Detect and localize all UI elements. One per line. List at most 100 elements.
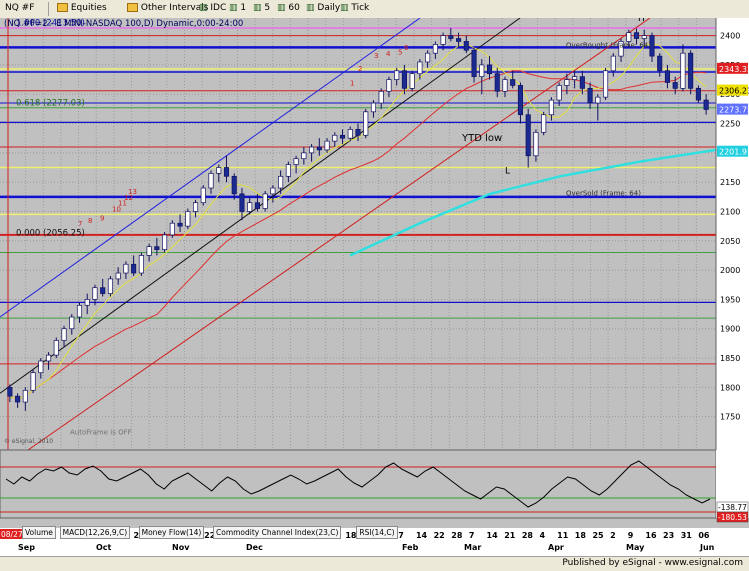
y-tick-label: 1800 — [720, 383, 740, 392]
lower-channel-line — [0, 18, 651, 470]
candle-body — [649, 35, 655, 57]
long-moving-average-line — [349, 148, 717, 257]
x-tick-label: 2 — [610, 531, 616, 540]
x-tick-label: 14 — [416, 531, 428, 540]
candle-body — [510, 79, 516, 86]
chart-title: (NQ #F=2 - E MINI-NASDAQ 100,D) Dynamic,… — [4, 19, 243, 29]
chart-annotation: H — [638, 18, 645, 24]
rsi-tag-value: -180.53 — [718, 513, 747, 522]
candle-body — [254, 202, 260, 209]
y-tick-label: 2100 — [720, 207, 740, 216]
candle-body — [463, 41, 469, 51]
chart-annotation: © eSignal, 2010 — [4, 438, 53, 445]
candle-body — [525, 114, 531, 157]
candle-series — [7, 27, 709, 411]
indicator-tab[interactable]: Volume — [22, 526, 56, 539]
candle-body — [76, 304, 83, 318]
candle-body — [84, 299, 90, 306]
x-tick-label: 21 — [504, 531, 516, 540]
demark-count-label: 2 — [358, 65, 362, 73]
equities-label: Equities — [70, 3, 107, 13]
chart-annotation: OverSold (Frame: 64) — [566, 190, 641, 198]
candle-body — [386, 79, 392, 92]
chart-annotation: OverBought (Frame: 64) — [566, 41, 651, 49]
candle-body — [440, 35, 446, 45]
candle-body — [517, 85, 524, 116]
candle-body — [169, 222, 175, 236]
price-tag-box — [717, 103, 748, 115]
candle-body — [641, 35, 647, 39]
candle-body — [471, 49, 477, 77]
chart-labels: 1.000 (2413.50) 0.618 (2277.03) 0.000 (205… — [4, 18, 651, 445]
chart-icon: ▥ — [253, 3, 262, 13]
month-label: Jun — [699, 543, 715, 552]
candle-body — [548, 99, 554, 116]
month-label: Apr — [548, 543, 564, 552]
x-tick-label: 25 — [592, 531, 604, 540]
candle-body — [401, 70, 407, 89]
equities-menu[interactable]: Equities — [54, 2, 110, 15]
candle-body — [162, 234, 168, 250]
indicator-tab[interactable]: Commodity Channel Index(23,C) — [213, 526, 342, 539]
x-tick-label: 11 — [557, 531, 569, 540]
candle-body — [30, 372, 36, 391]
candle-body — [270, 187, 276, 195]
candle-body — [7, 387, 13, 397]
y-tick-label: 1950 — [720, 295, 740, 304]
candle-body — [316, 146, 322, 151]
candle-body — [123, 263, 129, 274]
tick-button[interactable]: ▥ Tick — [337, 2, 372, 15]
candle-body — [247, 202, 253, 212]
x-tick-label: 23 — [663, 531, 674, 540]
demark-count-label: 8 — [88, 217, 92, 225]
candle-body — [131, 263, 137, 274]
x-tick-label: 28 — [451, 531, 463, 540]
indicator-tab[interactable]: RSI(14,C) — [356, 526, 398, 539]
middle-channel-line — [0, 18, 521, 394]
x-tick-label: 18 — [575, 531, 587, 540]
candle-body — [626, 32, 632, 42]
chart-icon: ▥ — [306, 3, 315, 13]
month-label: Sep — [18, 543, 35, 552]
price-tag-value: 2343.32 — [719, 65, 749, 74]
candle-body — [556, 85, 562, 101]
candle-body — [479, 64, 485, 77]
start-date-tag-box — [0, 529, 36, 539]
price-tag-box — [717, 62, 748, 74]
interval-60-button[interactable]: ▥ 60 — [274, 2, 303, 15]
interval-5-label: 5 — [264, 3, 271, 13]
candle-body — [486, 64, 493, 75]
chart-icon: ▥ — [229, 3, 238, 13]
demark-count-label: 12 — [124, 194, 133, 202]
demark-count-label: 4 — [386, 50, 391, 58]
candle-body — [138, 255, 144, 274]
candle-body — [595, 96, 601, 104]
candle-body — [370, 102, 377, 113]
x-tick-label: 28 — [522, 531, 534, 540]
candle-body — [657, 55, 663, 72]
price-axis: 1750180018501900195020002050210021502200… — [715, 18, 749, 518]
demark-count-label: 6 — [404, 44, 409, 52]
symbol-button[interactable]: NQ #F — [5, 3, 35, 13]
candle-body — [146, 246, 152, 256]
daily-button[interactable]: ▥ Daily — [303, 2, 343, 15]
candle-body — [285, 164, 291, 177]
y-tick-label: 1900 — [720, 325, 740, 334]
x-tick-label: 06 — [698, 531, 710, 540]
idc-button[interactable]: ▥ IDC — [196, 2, 229, 15]
interval-5-button[interactable]: ▥ 5 — [250, 2, 273, 15]
candle-body — [355, 129, 361, 136]
candle-body — [185, 211, 191, 227]
candle-body — [200, 187, 206, 204]
interval-1-button[interactable]: ▥ 1 — [226, 2, 249, 15]
month-label: May — [626, 543, 645, 552]
candle-body — [92, 287, 98, 300]
chart-canvas[interactable]: 1.000 (2413.50) 0.618 (2277.03) 0.000 (205… — [0, 18, 749, 556]
other-intervals-menu[interactable]: Other Intervals — [124, 2, 211, 15]
toolbar-separator — [48, 2, 49, 16]
indicator-tab[interactable]: MACD(12,26,9,C) — [59, 526, 131, 539]
fib-level-label: 0.618 (2277.03) — [16, 99, 85, 109]
indicator-tab[interactable]: Money Flow(14) — [138, 526, 205, 539]
candle-body — [695, 88, 701, 101]
chart-icon: ▥ — [277, 3, 286, 13]
